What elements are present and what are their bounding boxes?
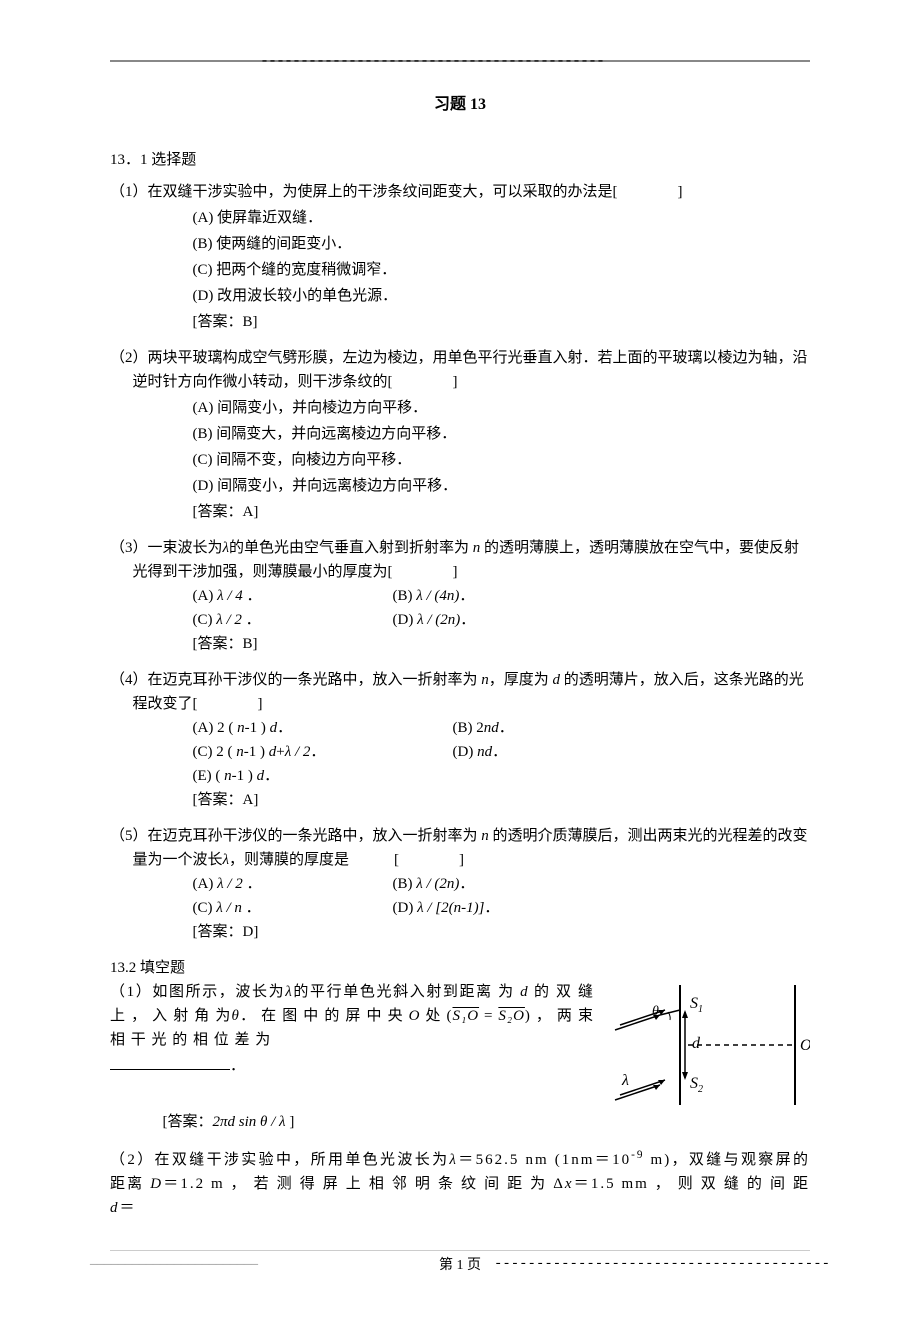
q1-answer: [答案：B] (110, 310, 810, 334)
q3-stem: （3）一束波长为λ的单色光由空气垂直入射到折射率为 n 的透明薄膜上，透明薄膜放… (110, 536, 810, 584)
q3-row2: (C) λ / 2 ． (D) λ / (2n)． (110, 608, 810, 632)
q3-optA: (A) λ / 4 ． (193, 584, 313, 608)
q5-row1: (A) λ / 2 ． (B) λ / (2n)． (110, 872, 810, 896)
q2-optB: (B) 间隔变大，并向远离棱边方向平移． (110, 422, 810, 446)
q3-row1: (A) λ / 4 ． (B) λ / (4n)． (110, 584, 810, 608)
q5-t1: （5）在迈克耳孙干涉仪的一条光路中，放入一折射率为 (110, 828, 481, 844)
q1-optB: (B) 使两缝的间距变小． (110, 232, 810, 256)
q5-row2: (C) λ / n ． (D) λ / [2(n-1)]． (110, 896, 810, 920)
page-footer: 第 1 页 (110, 1250, 810, 1277)
q4-optA: (A) 2 ( n-1 ) d． (193, 716, 373, 740)
q5-t3: ，则薄膜的厚度是 [ ] (229, 852, 464, 868)
q4-stem: （4）在迈克耳孙干涉仪的一条光路中，放入一折射率为 n，厚度为 d 的透明薄片，… (110, 668, 810, 716)
S1-label: S1 (690, 995, 703, 1015)
q5-n: n (481, 828, 489, 844)
page-title: 习题 13 (110, 92, 810, 118)
q3-t2: 的单色光由空气垂直入射到折射率为 (229, 540, 473, 556)
q4-row1: (A) 2 ( n-1 ) d． (B) 2nd． (110, 716, 810, 740)
q3-optD: (D) λ / (2n)． (393, 608, 513, 632)
double-slit-diagram: S1 S2 θ λ d O (610, 980, 810, 1110)
q2-answer: [答案：A] (110, 500, 810, 524)
q1-optA: (A) 使屏靠近双缝． (110, 206, 810, 230)
q1-optD: (D) 改用波长较小的单色光源． (110, 284, 810, 308)
q4-n: n (481, 672, 489, 688)
q1-text: （1）在双缝干涉实验中，为使屏上的干涉条纹间距变大，可以采取的办法是[ ] (110, 184, 683, 200)
q5-optA: (A) λ / 2 ． (193, 872, 313, 896)
q3-optB: (B) λ / (4n)． (393, 584, 513, 608)
q4-answer: [答案：A] (110, 788, 810, 812)
q4-optD: (D) nd． (453, 740, 573, 764)
fill-q1-container: （1）如图所示，波长为λ的平行单色光斜入射到距离 为 d 的 双 缝 上 ， 入… (110, 980, 810, 1110)
q4-row2: (C) 2 ( n-1 ) d+λ / 2． (D) nd． (110, 740, 810, 764)
q5-optB: (B) λ / (2n)． (393, 872, 513, 896)
q1-optC: (C) 把两个缝的宽度稍微调窄． (110, 258, 810, 282)
fill-blank (110, 1052, 230, 1070)
q4-optC: (C) 2 ( n-1 ) d+λ / 2． (193, 740, 373, 764)
q3-optC: (C) λ / 2 ． (193, 608, 313, 632)
lambda-label: λ (621, 1072, 629, 1089)
q4-t1: （4）在迈克耳孙干涉仪的一条光路中，放入一折射率为 (110, 672, 481, 688)
q4-row3: (E) ( n-1 ) d． (110, 764, 810, 788)
q4-t2: ，厚度为 (489, 672, 553, 688)
q4-d: d (553, 672, 561, 688)
q2-stem: （2）两块平玻璃构成空气劈形膜，左边为棱边，用单色平行光垂直入射．若上面的平玻璃… (110, 346, 810, 394)
section2-heading: 13.2 填空题 (110, 956, 810, 980)
q5-answer: [答案：D] (110, 920, 810, 944)
q5-optD: (D) λ / [2(n-1)]． (393, 896, 513, 920)
q2-text: （2）两块平玻璃构成空气劈形膜，左边为棱边，用单色平行光垂直入射．若上面的平玻璃… (110, 350, 808, 390)
q4-optB: (B) 2nd． (453, 716, 573, 740)
q2-optA: (A) 间隔变小，并向棱边方向平移． (110, 396, 810, 420)
q5-stem: （5）在迈克耳孙干涉仪的一条光路中，放入一折射率为 n 的透明介质薄膜后，测出两… (110, 824, 810, 872)
q2-optD: (D) 间隔变小，并向远离棱边方向平移． (110, 474, 810, 498)
fill-q2: （2）在双缝干涉实验中，所用单色光波长为λ＝562.5 nm (1nm＝10-9… (110, 1146, 810, 1220)
S2-label: S2 (690, 1075, 703, 1095)
q3-answer: [答案：B] (110, 632, 810, 656)
q4-optE: (E) ( n-1 ) d． (193, 764, 313, 788)
page-number: 第 1 页 (439, 1258, 481, 1273)
q2-optC: (C) 间隔不变，向棱边方向平移． (110, 448, 810, 472)
q1-stem: （1）在双缝干涉实验中，为使屏上的干涉条纹间距变大，可以采取的办法是[ ] (110, 180, 810, 204)
O-label: O (800, 1037, 810, 1054)
fill-q1-answer: [答案：2πd sin θ / λ ] (110, 1110, 810, 1134)
q5-optC: (C) λ / n ． (193, 896, 313, 920)
d-label: d (692, 1035, 701, 1052)
section1-heading: 13．1 选择题 (110, 148, 810, 172)
diagram-svg: S1 S2 θ λ d O (610, 980, 810, 1110)
fill-q1-text: （1）如图所示，波长为λ的平行单色光斜入射到距离 为 d 的 双 缝 上 ， 入… (110, 980, 594, 1078)
q3-t1: （3）一束波长为 (110, 540, 223, 556)
header-divider (110, 60, 810, 62)
